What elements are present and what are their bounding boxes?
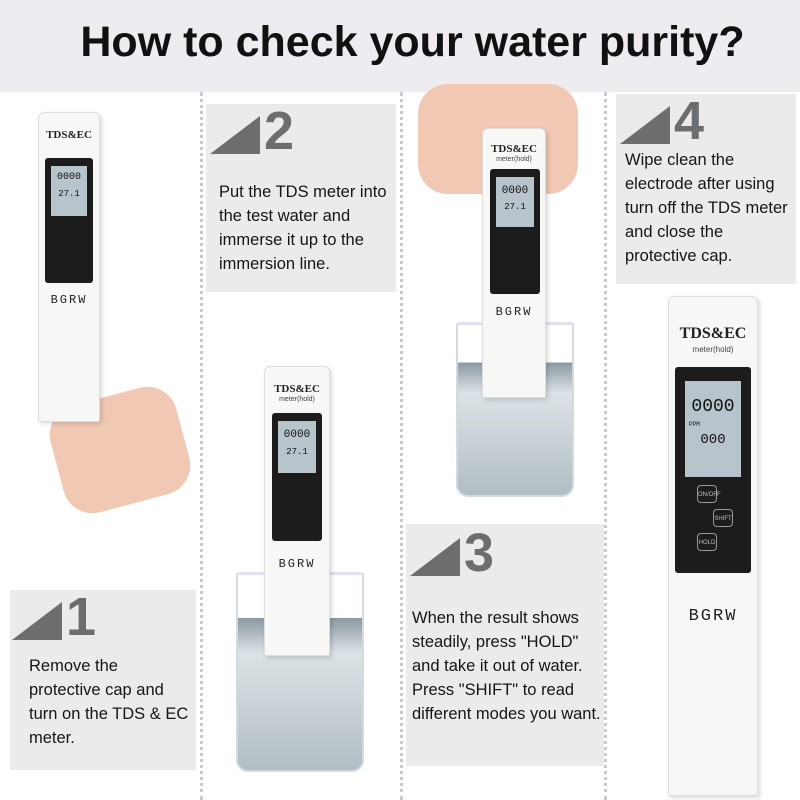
step-2-text: Put the TDS meter into the test water an… xyxy=(219,183,387,273)
step-4-header: 4 xyxy=(620,91,705,151)
meter-subtitle: meter(hold) xyxy=(279,396,315,403)
meter-subtitle: meter(hold) xyxy=(496,156,532,163)
lcd-reading: 0000 xyxy=(501,185,529,197)
step-1-header: 1 xyxy=(12,587,97,647)
lcd-temp: 000 xyxy=(700,432,726,448)
shift-button[interactable]: SHIFT xyxy=(713,509,733,527)
step-1-text: Remove the protective cap and turn on th… xyxy=(29,657,189,747)
meter-logo: BGRW xyxy=(495,305,533,319)
lcd-reading: 0000 xyxy=(283,429,311,441)
meter-panel: 0000 27.1 xyxy=(272,413,322,541)
lcd-temp: 27.1 xyxy=(286,447,308,457)
lcd-display: 0000 27.1 xyxy=(278,421,316,473)
meter-brand: TDS&EC xyxy=(491,143,537,155)
lcd-display: 0000 27.1 xyxy=(51,166,87,216)
lcd-reading: 0000 xyxy=(56,172,81,183)
step-2-header: 2 xyxy=(210,101,295,161)
step-number: 4 xyxy=(674,91,705,151)
tds-meter: TDS&EC 0000 27.1 BGRW xyxy=(38,112,100,422)
meter-panel: 0000 27.1 xyxy=(490,169,540,294)
step-3-text: When the result shows steadily, press "H… xyxy=(412,609,601,723)
lcd-temp: 27.1 xyxy=(504,202,526,212)
hold-button[interactable]: HOLD xyxy=(697,533,717,551)
step-4-text: Wipe clean the electrode after using tur… xyxy=(625,151,788,265)
meter-brand: TDS&EC xyxy=(274,383,320,395)
lcd-unit: PPM xyxy=(689,421,700,428)
lcd-temp: 27.1 xyxy=(58,189,80,199)
meter-logo: BGRW xyxy=(50,293,88,307)
title-band xyxy=(0,0,800,92)
power-button[interactable]: ON/OFF xyxy=(697,485,721,503)
tds-meter: TDS&EC meter(hold) 0000 PPM 000 ON/OFF S… xyxy=(668,296,758,796)
step-number: 3 xyxy=(464,523,495,583)
meter-logo: BGRW xyxy=(688,607,738,626)
lcd-reading: 0000 xyxy=(691,397,735,417)
divider xyxy=(400,92,403,800)
divider xyxy=(604,92,607,800)
lcd-display: 0000 PPM 000 xyxy=(685,381,741,477)
meter-brand: TDS&EC xyxy=(46,129,92,141)
page-title: How to check your water purity? xyxy=(80,18,745,66)
meter-panel: 0000 PPM 000 ON/OFF SHIFT HOLD xyxy=(675,367,751,573)
step-number: 2 xyxy=(264,101,295,161)
tds-meter: TDS&EC meter(hold) 0000 27.1 BGRW xyxy=(482,128,546,398)
meter-panel: 0000 27.1 xyxy=(45,158,93,283)
step-3-header: 3 xyxy=(410,523,495,583)
tds-meter: TDS&EC meter(hold) 0000 27.1 BGRW xyxy=(264,366,330,656)
meter-brand: TDS&EC xyxy=(679,325,747,342)
divider xyxy=(200,92,203,800)
lcd-display: 0000 27.1 xyxy=(496,177,534,227)
meter-subtitle: meter(hold) xyxy=(692,345,734,354)
meter-logo: BGRW xyxy=(278,557,316,571)
step-number: 1 xyxy=(66,587,97,647)
